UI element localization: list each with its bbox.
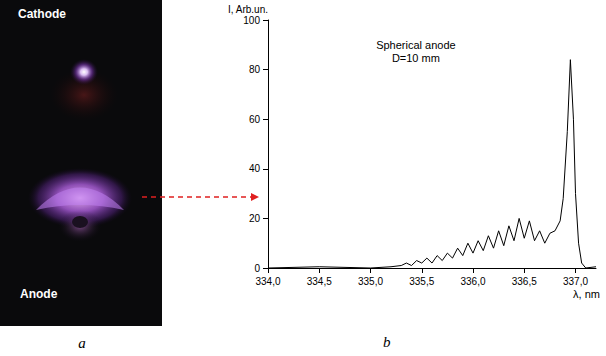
svg-text:D=10 mm: D=10 mm (392, 52, 440, 64)
svg-text:334,5: 334,5 (307, 276, 332, 287)
svg-text:20: 20 (249, 213, 261, 224)
svg-text:336,5: 336,5 (512, 276, 537, 287)
svg-text:40: 40 (249, 163, 261, 174)
svg-text:b: b (383, 334, 391, 350)
svg-text:λ, nm: λ, nm (573, 288, 600, 300)
svg-text:337,0: 337,0 (563, 276, 588, 287)
svg-text:0: 0 (254, 263, 260, 274)
svg-text:a: a (78, 335, 86, 351)
svg-text:60: 60 (249, 114, 261, 125)
svg-text:335,0: 335,0 (358, 276, 383, 287)
svg-text:Anode: Anode (20, 287, 58, 301)
svg-text:Spherical anode: Spherical anode (376, 39, 456, 51)
svg-text:100: 100 (243, 15, 260, 26)
svg-text:I, Arb.un.: I, Arb.un. (228, 4, 268, 15)
svg-text:Cathode: Cathode (18, 7, 66, 21)
svg-text:336,0: 336,0 (460, 276, 485, 287)
svg-text:80: 80 (249, 64, 261, 75)
svg-text:335,5: 335,5 (409, 276, 434, 287)
svg-text:334,0: 334,0 (255, 276, 280, 287)
